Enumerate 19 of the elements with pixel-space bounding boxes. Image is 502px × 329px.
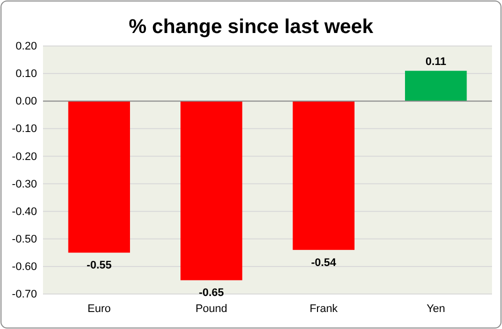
- y-tick-label: -0.30: [12, 178, 37, 190]
- y-tick-label: -0.20: [12, 150, 37, 163]
- x-tick-label: Pound: [195, 302, 228, 315]
- data-label: -0.65: [198, 287, 224, 300]
- y-tick-label: -0.50: [12, 233, 37, 246]
- chart-title: % change since last week: [128, 16, 374, 38]
- y-tick-label: -0.40: [12, 206, 37, 218]
- data-label: -0.55: [86, 260, 112, 272]
- y-tick-label: 0.20: [16, 40, 37, 53]
- y-tick-label: -0.70: [12, 288, 37, 301]
- x-tick-label: Frank: [310, 302, 338, 315]
- x-tick-label: Euro: [88, 302, 111, 315]
- y-tick-label: 0.00: [16, 96, 37, 108]
- y-tick-label: -0.60: [12, 260, 37, 273]
- x-tick-label: Yen: [426, 302, 446, 315]
- y-tick-label: 0.10: [16, 68, 37, 80]
- data-label: 0.11: [425, 56, 446, 68]
- data-label: -0.54: [311, 256, 338, 269]
- y-tick-label: -0.10: [12, 123, 37, 136]
